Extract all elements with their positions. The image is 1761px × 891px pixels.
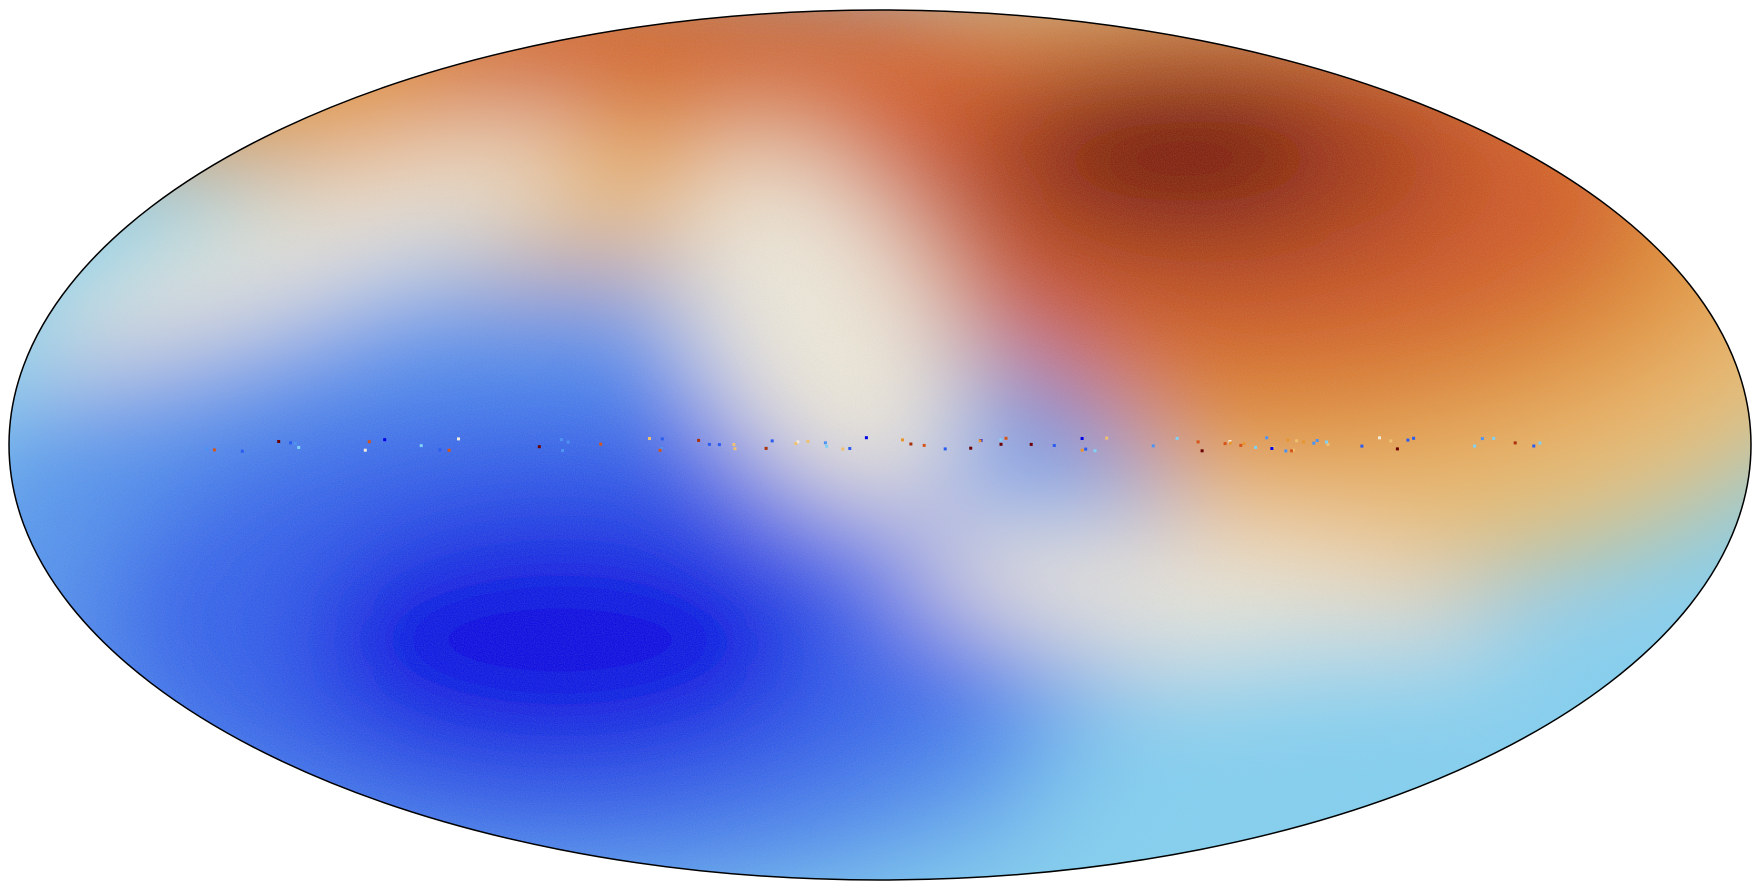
- plane-speckle: [1286, 438, 1290, 442]
- plane-speckle: [978, 439, 982, 443]
- plane-speckle: [969, 446, 973, 450]
- plane-speckle: [825, 444, 829, 448]
- plane-speckle: [823, 441, 827, 445]
- plane-speckle: [1291, 448, 1295, 452]
- plane-speckle: [1406, 438, 1410, 442]
- plane-speckle: [383, 438, 387, 442]
- plane-speckle: [438, 448, 442, 452]
- plane-speckle: [660, 437, 664, 441]
- plane-speckle: [1492, 436, 1496, 440]
- plane-speckle: [1473, 444, 1477, 448]
- plane-speckle: [1538, 441, 1542, 445]
- plane-speckle: [796, 440, 800, 444]
- plane-speckle: [1315, 439, 1319, 442]
- plane-speckle: [770, 439, 774, 443]
- plane-speckle: [999, 442, 1003, 446]
- plane-speckle: [1290, 449, 1293, 453]
- plane-speckle: [1270, 447, 1274, 450]
- plane-speckle: [1229, 441, 1232, 445]
- plane-speckle: [277, 440, 281, 443]
- plane-speckle: [560, 438, 563, 442]
- plane-speckle: [1265, 436, 1269, 440]
- plane-speckle: [909, 442, 913, 446]
- plane-speckle: [1151, 444, 1155, 448]
- plane-speckle: [1093, 449, 1097, 453]
- plane-speckle: [1532, 444, 1536, 448]
- plane-speckle: [1389, 439, 1393, 443]
- plane-speckle: [901, 438, 904, 442]
- plane-speckle: [205, 447, 208, 451]
- plane-speckle: [1084, 447, 1088, 451]
- plane-speckle: [1196, 440, 1200, 444]
- plane-speckle: [447, 448, 451, 452]
- plane-speckle: [848, 447, 852, 450]
- map-outline: [8, 9, 1752, 881]
- plane-speckle: [697, 438, 701, 442]
- plane-speckle: [648, 437, 651, 440]
- plane-speckle: [841, 447, 845, 451]
- plane-speckle: [733, 447, 737, 451]
- plane-speckle: [1412, 436, 1416, 440]
- plane-speckle: [1254, 445, 1258, 449]
- plane-speckle: [1080, 437, 1084, 440]
- plane-speckle: [289, 441, 292, 445]
- plane-speckle: [1395, 447, 1399, 451]
- plane-speckle: [659, 446, 663, 450]
- plane-speckle: [297, 446, 301, 449]
- plane-speckle: [1325, 440, 1328, 444]
- plane-speckle: [764, 446, 768, 450]
- plane-speckle: [1326, 442, 1330, 446]
- galactic-plane-speckles: [205, 436, 1542, 453]
- plane-speckle: [1004, 436, 1008, 440]
- plane-speckle: [561, 449, 565, 453]
- plane-speckle: [1360, 444, 1364, 448]
- plane-speckle: [1223, 442, 1227, 446]
- plane-speckle: [1242, 442, 1246, 446]
- plane-speckle: [864, 436, 868, 440]
- plane-speckle: [1175, 436, 1179, 440]
- plane-speckle: [999, 438, 1003, 442]
- plane-speckle: [1080, 448, 1084, 452]
- plane-speckle: [293, 442, 297, 446]
- plane-speckle: [806, 440, 810, 443]
- plane-speckle: [922, 443, 926, 447]
- plane-speckle: [1378, 436, 1381, 440]
- plane-speckle: [367, 440, 371, 444]
- plane-speckle: [1513, 441, 1517, 445]
- plane-speckle: [794, 442, 798, 446]
- plane-speckle: [717, 443, 721, 447]
- plane-speckle: [943, 447, 947, 451]
- plane-speckle: [566, 440, 570, 444]
- plane-speckle: [1312, 441, 1316, 445]
- plane-speckle: [363, 448, 367, 452]
- plane-speckle: [658, 448, 662, 452]
- plane-speckle: [1480, 437, 1484, 441]
- plane-speckle: [1284, 449, 1288, 453]
- plane-speckle: [1302, 440, 1306, 444]
- plane-speckle: [599, 442, 603, 446]
- plane-speckle: [419, 444, 423, 448]
- plane-speckle: [1295, 439, 1299, 443]
- plane-speckle: [240, 449, 244, 453]
- plane-speckle: [1052, 444, 1056, 447]
- plane-speckle: [212, 448, 216, 452]
- plane-speckle: [732, 443, 736, 446]
- plane-speckle: [1105, 436, 1109, 440]
- plane-speckle: [1029, 442, 1033, 446]
- plane-speckle: [707, 442, 711, 446]
- plane-speckle: [1239, 443, 1243, 447]
- plane-speckle: [1200, 449, 1204, 453]
- plane-speckle: [457, 437, 460, 441]
- plane-speckle: [537, 445, 541, 449]
